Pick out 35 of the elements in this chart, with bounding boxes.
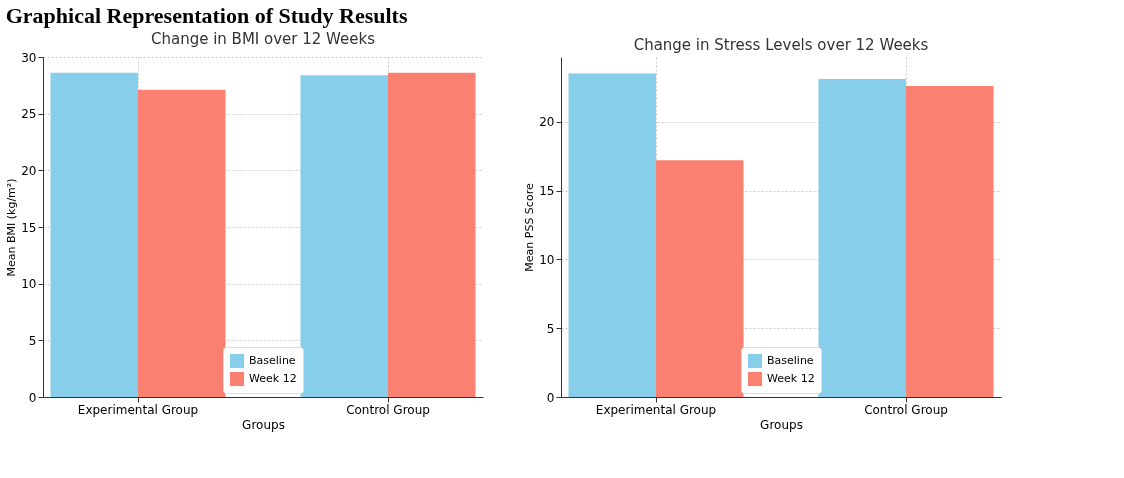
y-tick-label: 30 [21, 50, 37, 65]
y-tick-label: 20 [21, 163, 37, 178]
y-tick-label: 20 [539, 115, 555, 130]
legend-label: Baseline [249, 354, 296, 367]
legend-label: Week 12 [767, 372, 815, 385]
y-tick-label: 10 [539, 252, 555, 267]
y-tick-label: 15 [539, 184, 555, 199]
chart-title: Change in Stress Levels over 12 Weeks [633, 36, 929, 54]
x-tick-label: Control Group [864, 402, 948, 417]
bar [138, 89, 226, 397]
bar [818, 79, 906, 397]
legend-label: Baseline [767, 354, 814, 367]
y-tick-label: 10 [21, 277, 37, 292]
y-axis-title: Mean PSS Score [523, 183, 537, 272]
bar [656, 160, 744, 397]
x-tick-label: Experimental Group [77, 402, 199, 417]
bar [568, 73, 656, 397]
chart-title: Change in BMI over 12 Weeks [150, 30, 376, 48]
x-axis-title: Groups [242, 417, 285, 432]
text: Graphical Representation of Study Results [5, 3, 408, 28]
y-tick-label: 25 [21, 107, 37, 122]
legend-label: Week 12 [249, 372, 297, 385]
y-tick-label: 0 [28, 390, 37, 405]
y-tick-label: 5 [546, 321, 555, 336]
x-tick-label: Experimental Group [595, 402, 717, 417]
bar [50, 72, 138, 397]
y-tick-label: 15 [21, 220, 37, 235]
bar [906, 85, 994, 397]
bar [388, 72, 476, 397]
x-axis-title: Groups [760, 417, 803, 432]
x-tick-label: Control Group [346, 402, 430, 417]
y-axis-title: Mean BMI (kg/m²) [5, 178, 19, 277]
bar [300, 75, 388, 397]
y-tick-label: 5 [28, 333, 37, 348]
y-tick-label: 0 [546, 390, 555, 405]
